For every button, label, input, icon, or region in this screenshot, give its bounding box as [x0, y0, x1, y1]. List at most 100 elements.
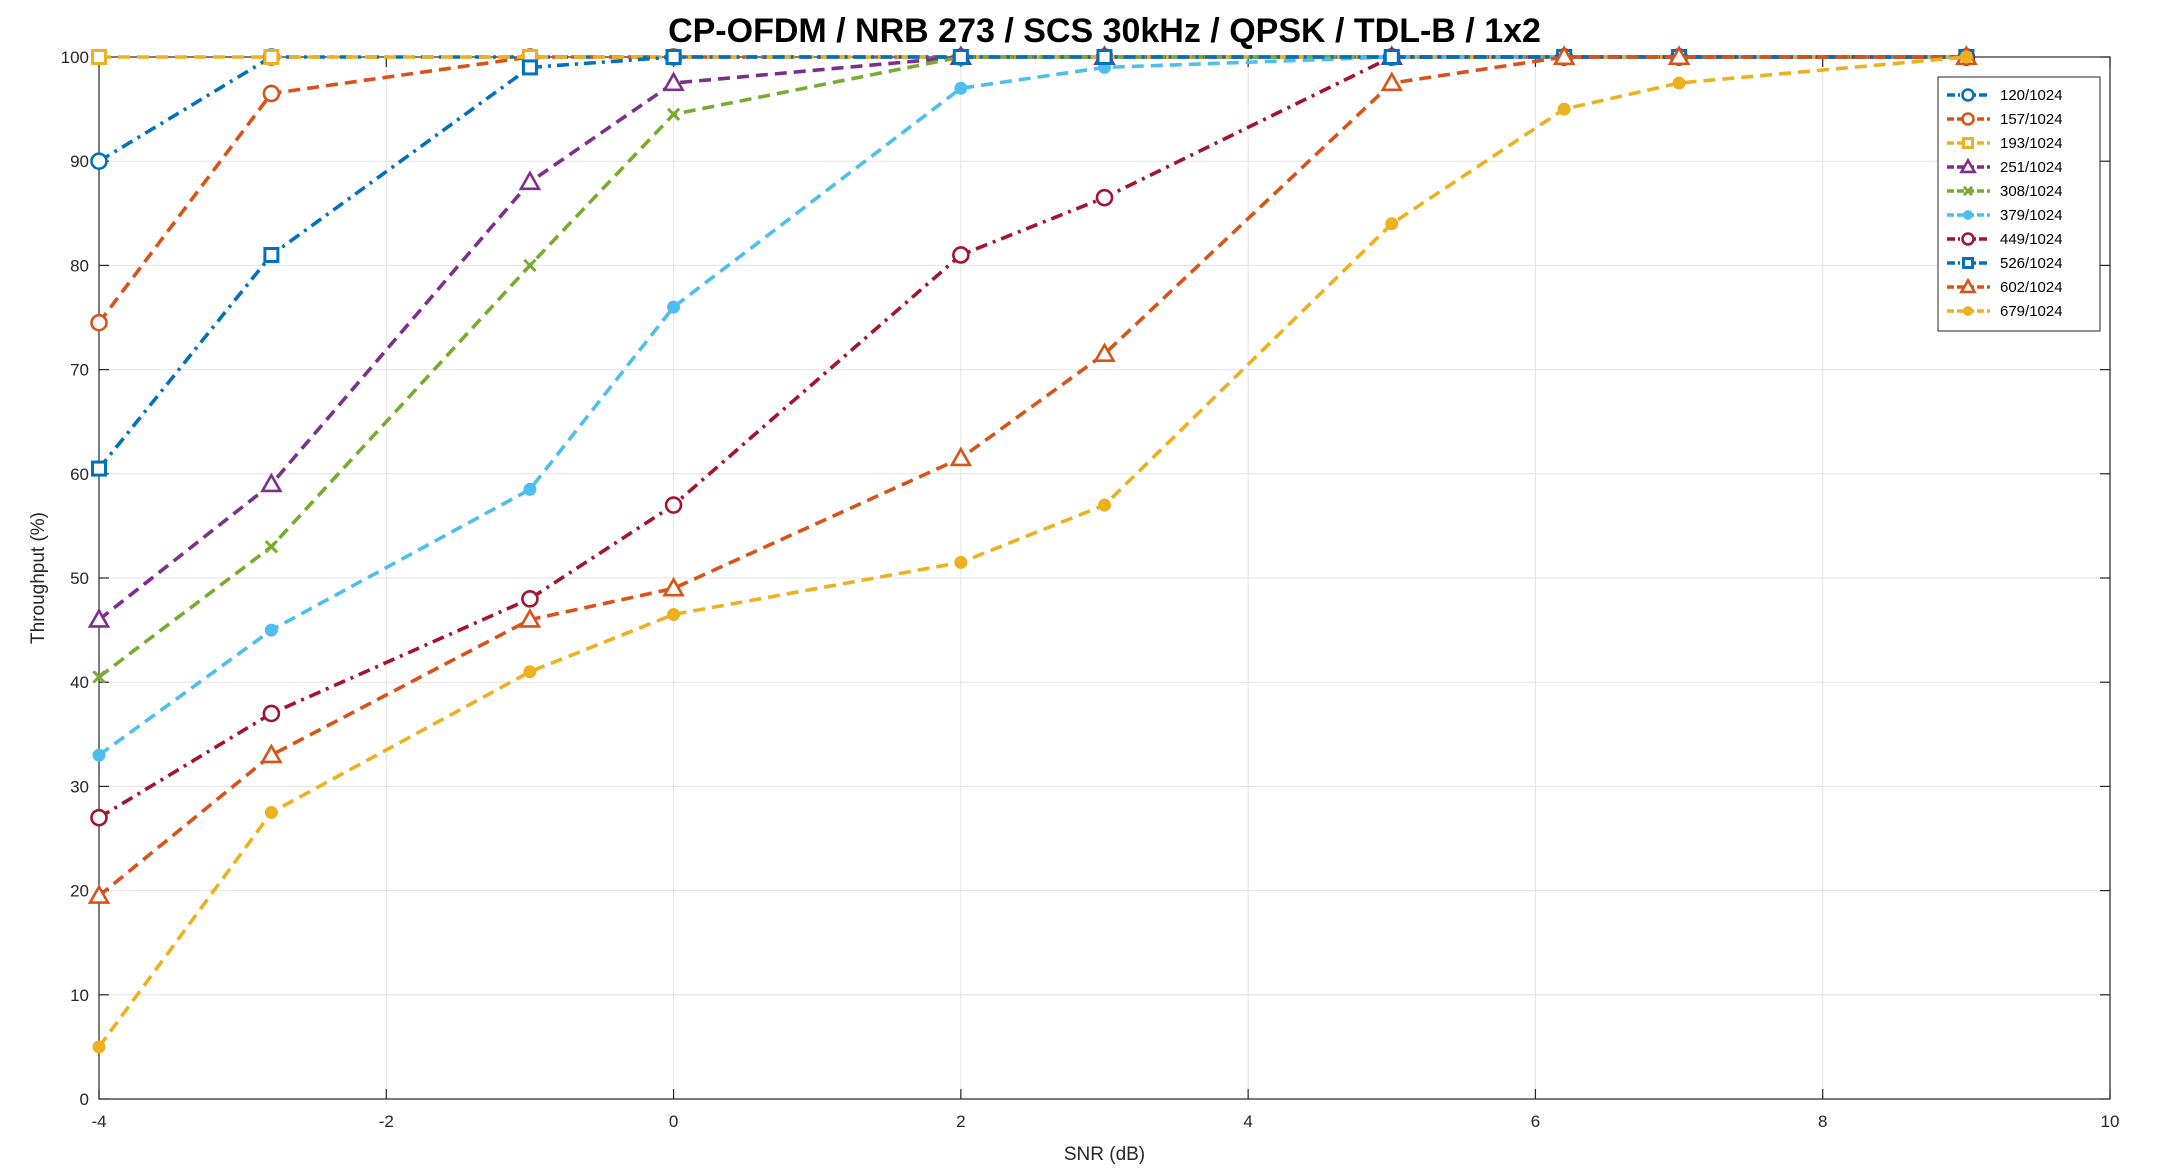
data-point	[263, 246, 280, 263]
y-tick-label: 70	[70, 361, 89, 380]
data-point	[523, 665, 537, 679]
legend-item: 120/1024	[1947, 87, 2063, 104]
legend-item: 602/1024	[1947, 277, 2063, 296]
data-point	[949, 446, 973, 467]
y-tick-label: 100	[61, 48, 89, 67]
x-tick-label: 10	[2101, 1112, 2120, 1131]
y-tick-label: 90	[70, 152, 89, 171]
data-point	[87, 608, 111, 628]
data-point	[91, 49, 107, 65]
data-point	[666, 107, 681, 121]
x-tick-label: -2	[379, 1112, 394, 1131]
series-line	[97, 55, 1967, 679]
series-679-1024	[92, 50, 1973, 1054]
data-point	[90, 808, 108, 827]
legend-marker	[1963, 210, 1973, 220]
legend-marker	[1961, 232, 1975, 246]
legend-label: 602/1024	[2000, 279, 2063, 296]
y-tick-label: 50	[70, 569, 89, 588]
data-point	[667, 607, 681, 621]
data-point	[264, 540, 279, 554]
data-point	[1385, 217, 1399, 231]
data-point	[1672, 76, 1686, 90]
legend-item: 679/1024	[1947, 303, 2063, 320]
data-point	[521, 59, 538, 76]
legend-label: 308/1024	[2000, 183, 2063, 200]
legend-marker	[1962, 185, 1974, 197]
series-line	[97, 55, 1967, 1048]
data-point	[518, 170, 542, 191]
data-point	[92, 748, 106, 762]
data-point	[91, 460, 107, 477]
legend-item: 193/1024	[1947, 135, 2063, 152]
legend-item: 449/1024	[1947, 231, 2063, 248]
legend-marker	[1962, 257, 1974, 269]
legend-item: 379/1024	[1947, 207, 2063, 224]
legend-marker	[1962, 137, 1974, 149]
data-point	[1095, 188, 1114, 207]
data-point	[952, 246, 970, 264]
data-point	[662, 576, 685, 597]
data-point	[1557, 102, 1571, 116]
y-tick-label: 40	[70, 673, 89, 692]
legend-item: 251/1024	[1947, 157, 2063, 176]
x-tick-label: 0	[669, 1112, 678, 1131]
data-point	[954, 555, 968, 569]
data-point	[264, 623, 278, 637]
legend-item: 308/1024	[1947, 183, 2063, 200]
data-point	[260, 472, 283, 493]
data-point	[262, 704, 281, 723]
legend-marker	[1961, 88, 1975, 102]
data-point	[263, 49, 280, 65]
data-point	[1380, 71, 1404, 92]
data-point	[92, 670, 106, 684]
data-point	[90, 313, 108, 332]
chart-title: CP-OFDM / NRB 273 / SCS 30kHz / QPSK / T…	[668, 12, 1541, 50]
legend-label: 679/1024	[2000, 303, 2063, 320]
y-tick-label: 80	[70, 256, 89, 275]
x-tick-label: 4	[1243, 1112, 1252, 1131]
y-tick-label: 0	[80, 1090, 89, 1109]
data-point	[1098, 498, 1111, 512]
data-point	[521, 590, 539, 608]
y-tick-label: 30	[70, 777, 89, 796]
data-point	[664, 496, 683, 514]
legend-label: 526/1024	[2000, 255, 2063, 272]
legend-label: 193/1024	[2000, 135, 2063, 152]
legend-label: 120/1024	[2000, 87, 2063, 104]
data-point	[1552, 45, 1576, 66]
legend-marker	[1959, 277, 1977, 294]
series-line	[97, 55, 1967, 470]
legend-item: 157/1024	[1947, 111, 2063, 128]
x-tick-label: 8	[1818, 1112, 1827, 1131]
legend: 120/1024 157/1024 193/1024 251/1024 308/1024…	[1937, 76, 2101, 332]
legend-label: 449/1024	[2000, 231, 2063, 248]
data-point	[523, 482, 537, 496]
legend-label: 251/1024	[2000, 159, 2063, 176]
data-point	[954, 81, 968, 95]
series-line	[97, 55, 1967, 898]
series-line	[98, 55, 1967, 163]
legend-marker	[1959, 157, 1977, 174]
y-axis-label: Throughput (%)	[28, 512, 49, 644]
series-layer	[87, 45, 1978, 1054]
data-point	[87, 884, 111, 904]
x-tick-label: 6	[1531, 1112, 1540, 1131]
legend-label: 157/1024	[2000, 111, 2063, 128]
series-602-1024	[87, 45, 1978, 904]
data-point	[1096, 49, 1113, 65]
series-line	[98, 55, 1967, 820]
data-point	[1959, 50, 1973, 64]
y-tick-label: 60	[70, 465, 89, 484]
x-tick-label: -4	[91, 1112, 106, 1131]
data-point	[667, 300, 681, 314]
data-point	[952, 49, 969, 65]
data-point	[90, 152, 108, 170]
data-point	[523, 258, 537, 273]
legend-label: 379/1024	[2000, 207, 2063, 224]
data-point	[92, 1040, 106, 1054]
